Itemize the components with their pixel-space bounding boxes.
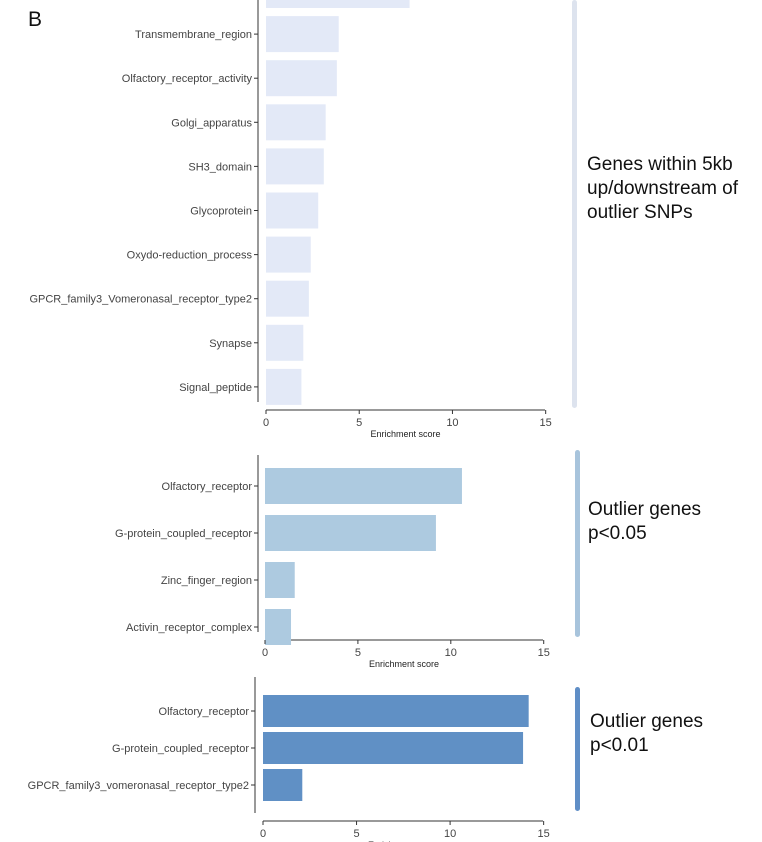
x-tick-label: 0: [260, 828, 266, 840]
side-label-line: p<0.01: [590, 735, 649, 756]
bar: [266, 324, 304, 361]
side-label-line: p<0.05: [588, 523, 647, 544]
bar: [265, 515, 436, 551]
side-bracket-5kb: [572, 0, 577, 408]
bar: [265, 609, 292, 645]
x-tick-label: 15: [540, 417, 552, 429]
category-label: Olfactory_receptor_activity: [122, 73, 253, 85]
side-label-line: Outlier genes: [588, 499, 702, 520]
x-tick-label: 5: [356, 417, 362, 429]
x-tick-label: 15: [538, 647, 550, 659]
bar: [266, 0, 410, 8]
x-tick-label: 0: [262, 647, 268, 659]
bar: [266, 192, 319, 229]
category-label: G-protein_coupled_receptor: [115, 528, 252, 540]
bar: [266, 148, 324, 185]
x-axis-title: Enrichment score: [368, 840, 438, 842]
category-label: G-protein_coupled_receptor: [112, 743, 249, 755]
bar: [263, 769, 303, 801]
category-label: Activin_receptor_complex: [126, 622, 252, 634]
category-label: Transmembrane_region: [135, 29, 252, 41]
x-axis-title: Enrichment score: [370, 429, 440, 439]
side-label-line: up/downstream of: [587, 178, 739, 199]
side-label-line: Outlier genes: [590, 711, 704, 732]
x-tick-label: 15: [538, 828, 550, 840]
side-label-p005: Outlier genes p<0.05: [588, 498, 701, 546]
category-label: GPCR_family3_vomeronasal_receptor_type2: [28, 780, 249, 792]
x-tick-label: 10: [445, 647, 457, 659]
bar: [266, 16, 339, 53]
category-label: SH3_domain: [188, 161, 252, 173]
chart-5kb-genes: Transmembrane_region Olfactory_receptor_a…: [29, 0, 552, 439]
bar: [265, 468, 462, 504]
category-label: Glycoprotein: [190, 206, 252, 218]
category-label: Olfactory_receptor: [162, 481, 253, 493]
bar: [263, 732, 524, 764]
bar: [266, 236, 311, 273]
category-label: Signal_peptide: [179, 382, 252, 394]
bar: [265, 562, 295, 598]
side-label-line: Genes within 5kb: [587, 154, 733, 175]
x-tick-label: 5: [355, 647, 361, 659]
x-tick-label: 5: [353, 828, 359, 840]
panel-letter: B: [28, 8, 43, 31]
bar: [266, 368, 302, 405]
bar: [266, 60, 337, 97]
x-tick-label: 10: [446, 417, 458, 429]
category-label: GPCR_family3_Vomeronasal_receptor_type2: [29, 294, 252, 306]
bar: [266, 104, 326, 141]
category-label: Golgi_apparatus: [171, 117, 252, 129]
x-axis-title: Enrichment score: [369, 659, 439, 669]
category-label: Synapse: [209, 338, 252, 350]
bar: [266, 280, 309, 317]
side-label-5kb: Genes within 5kb up/downstream of outlier …: [587, 153, 738, 225]
side-label-line: outlier SNPs: [587, 202, 693, 223]
side-bracket-p001: [575, 687, 580, 811]
chart-outlier-p005: Olfactory_receptor G-protein_coupled_rece…: [115, 455, 550, 669]
category-label: Zinc_finger_region: [161, 575, 252, 587]
side-label-p001: Outlier genes p<0.01: [590, 710, 703, 758]
side-bracket-p005: [575, 450, 580, 637]
x-tick-label: 0: [263, 417, 269, 429]
x-tick-label: 10: [444, 828, 456, 840]
category-label: Oxydo-reduction_process: [127, 250, 253, 262]
chart-outlier-p001: Olfactory_receptor G-protein_coupled_rece…: [28, 677, 550, 842]
bar: [263, 695, 529, 727]
category-label: Olfactory_receptor: [159, 706, 250, 718]
